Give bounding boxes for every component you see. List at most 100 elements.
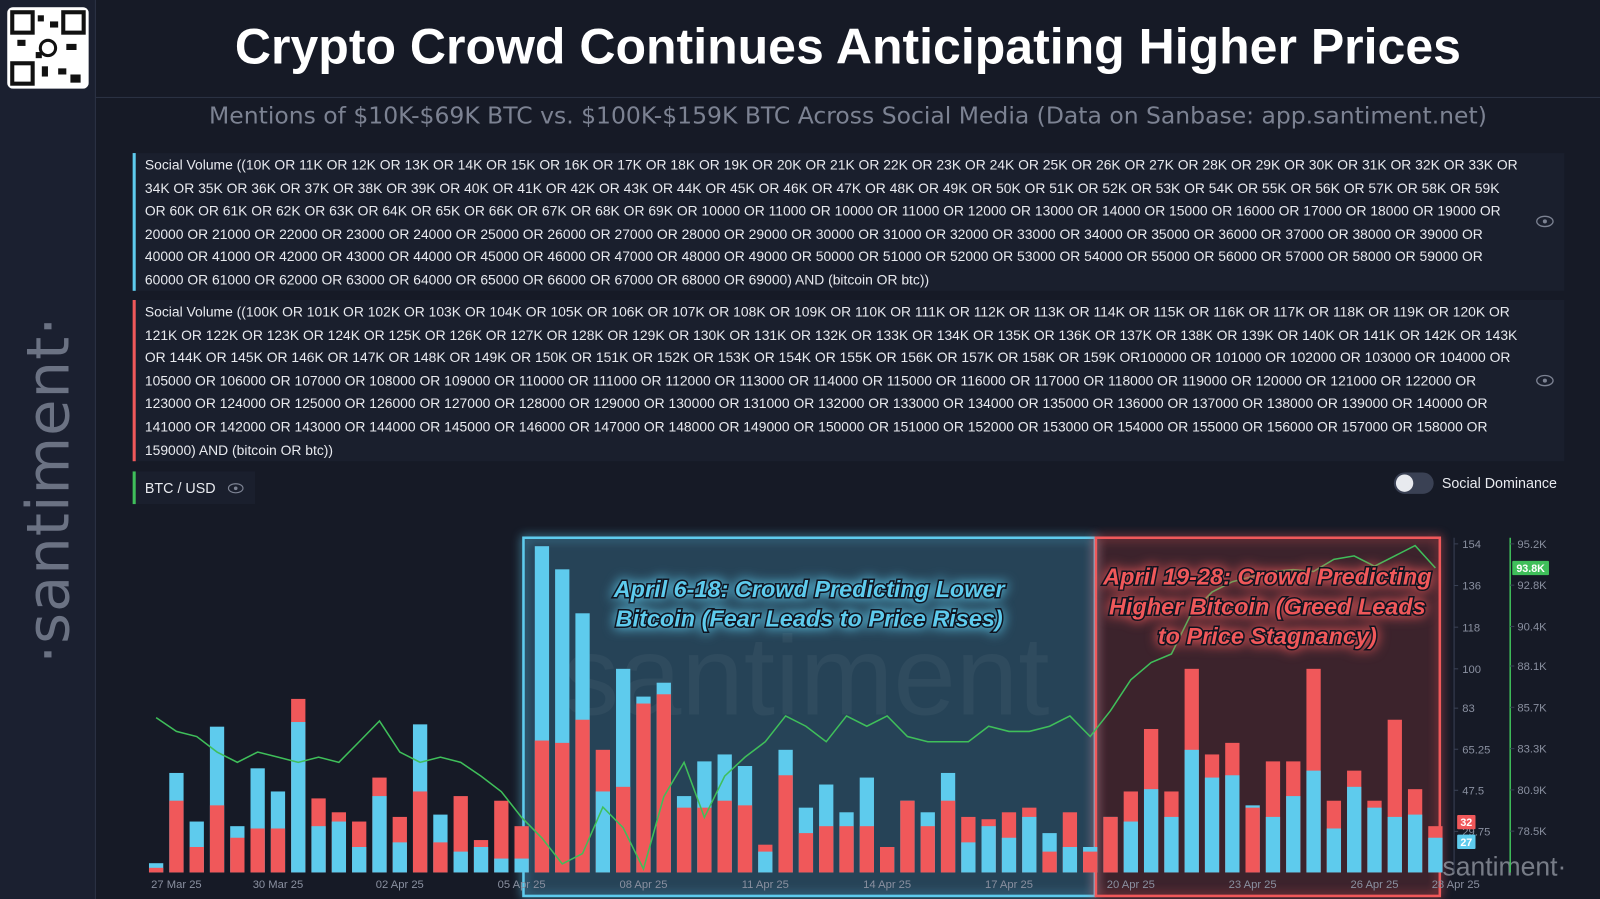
y2-tick-label: 88.1K bbox=[1517, 661, 1547, 673]
x-tick-label: 05 Apr 25 bbox=[498, 879, 546, 891]
bar bbox=[331, 821, 347, 873]
visibility-toggle[interactable] bbox=[227, 483, 244, 494]
bar bbox=[1123, 821, 1138, 873]
query-text: Social Volume ((100K OR 101K OR 102K OR … bbox=[144, 304, 1518, 458]
bar bbox=[981, 826, 996, 873]
bar bbox=[352, 846, 367, 873]
bar bbox=[494, 858, 509, 873]
bar bbox=[209, 805, 225, 873]
x-tick-label: 30 Mar 25 bbox=[253, 879, 304, 891]
y-tick-label: 154 bbox=[1462, 539, 1481, 551]
y2-tick-label: 80.9K bbox=[1517, 785, 1547, 797]
bar bbox=[494, 800, 509, 873]
bar bbox=[1204, 777, 1220, 873]
y-tick-label: 136 bbox=[1462, 581, 1481, 593]
x-tick-label: 28 Apr 25 bbox=[1432, 879, 1480, 891]
current-value-badge bbox=[1457, 814, 1476, 830]
bar bbox=[433, 842, 448, 873]
x-tick-label: 27 Mar 25 bbox=[151, 879, 202, 891]
bar bbox=[270, 828, 286, 873]
bar bbox=[1306, 770, 1321, 873]
query-metric[interactable]: Social Volume ((10K OR 11K OR 12K OR 13K… bbox=[132, 153, 1565, 291]
y2-tick-label: 95.2K bbox=[1517, 539, 1547, 551]
toggle-knob[interactable] bbox=[1395, 474, 1414, 492]
metric-label: BTC / USD bbox=[144, 479, 216, 496]
bar bbox=[1042, 851, 1057, 873]
bar bbox=[1184, 749, 1199, 873]
bar bbox=[534, 740, 550, 873]
bar bbox=[291, 722, 306, 873]
bar bbox=[717, 800, 732, 873]
price-metric[interactable]: BTC / USD bbox=[132, 471, 256, 505]
bar bbox=[1001, 837, 1017, 873]
annotation-text: Higher Bitcoin (Greed Leads bbox=[1109, 593, 1426, 619]
toggle-label: Social Dominance bbox=[1441, 474, 1557, 491]
bar bbox=[737, 805, 753, 873]
y-tick-label: 47.5 bbox=[1462, 785, 1484, 797]
y2-tick-label: 78.5K bbox=[1517, 826, 1547, 838]
sidebar: ·santiment· bbox=[0, 0, 96, 899]
annotation-text: April 6-18: Crowd Predicting Lower bbox=[613, 576, 1007, 602]
query-text: Social Volume ((10K OR 11K OR 12K OR 13K… bbox=[144, 157, 1518, 288]
bar bbox=[148, 867, 164, 873]
bar bbox=[1347, 786, 1362, 873]
annotation-text: to Price Stagnancy) bbox=[1158, 623, 1377, 649]
bar bbox=[1286, 796, 1301, 873]
qr-code bbox=[7, 7, 89, 89]
bar bbox=[1387, 816, 1402, 873]
bar bbox=[1022, 816, 1037, 873]
bar bbox=[1164, 816, 1179, 873]
x-tick-label: 17 Apr 25 bbox=[985, 879, 1033, 891]
y2-tick-label: 92.8K bbox=[1517, 580, 1547, 592]
bar bbox=[311, 826, 326, 873]
x-tick-label: 14 Apr 25 bbox=[863, 879, 911, 891]
y-tick-label: 65.25 bbox=[1462, 744, 1490, 756]
header: Crypto Crowd Continues Anticipating High… bbox=[95, 0, 1600, 98]
x-tick-label: 20 Apr 25 bbox=[1107, 879, 1155, 891]
x-tick-label: 02 Apr 25 bbox=[376, 879, 424, 891]
bar bbox=[1367, 807, 1382, 873]
current-value-label: 27 bbox=[1460, 837, 1472, 849]
annotation-text: Bitcoin (Fear Leads to Price Rises) bbox=[616, 606, 1003, 632]
bar bbox=[372, 796, 387, 873]
visibility-toggle[interactable] bbox=[1536, 215, 1554, 228]
bar bbox=[697, 807, 712, 873]
bar bbox=[595, 791, 610, 873]
watermark-corner: ·santiment· bbox=[1434, 852, 1567, 882]
bar bbox=[758, 851, 773, 873]
x-tick-label: 08 Apr 25 bbox=[619, 879, 667, 891]
bar bbox=[575, 719, 590, 873]
x-tick-label: 11 Apr 25 bbox=[742, 879, 789, 891]
brand-logo: ·santiment· bbox=[13, 315, 83, 664]
bar bbox=[555, 742, 570, 873]
bar bbox=[859, 826, 874, 873]
y-tick-label: 83 bbox=[1462, 703, 1474, 715]
bar bbox=[230, 837, 245, 873]
current-value-label: 93.8K bbox=[1516, 563, 1545, 575]
y2-tick-label: 83.3K bbox=[1517, 744, 1547, 756]
bar bbox=[453, 851, 468, 873]
bar bbox=[189, 846, 204, 873]
bar bbox=[148, 863, 164, 873]
bar bbox=[839, 826, 854, 873]
query-metric[interactable]: Social Volume ((100K OR 101K OR 102K OR … bbox=[132, 299, 1565, 462]
bar bbox=[900, 800, 915, 873]
bar bbox=[920, 826, 935, 873]
bar bbox=[676, 807, 692, 873]
bar bbox=[169, 800, 184, 873]
visibility-toggle[interactable] bbox=[1536, 374, 1554, 387]
y2-tick-label: 90.4K bbox=[1517, 622, 1547, 634]
bar bbox=[1225, 775, 1240, 873]
bar bbox=[1062, 846, 1078, 873]
bar bbox=[473, 846, 489, 873]
bar bbox=[412, 791, 428, 873]
bar bbox=[819, 826, 834, 873]
bar bbox=[616, 786, 631, 873]
bar bbox=[392, 842, 407, 873]
annotation-text: April 19-28: Crowd Predicting bbox=[1102, 564, 1431, 590]
bar bbox=[1326, 828, 1342, 873]
bar bbox=[879, 846, 895, 873]
bar bbox=[1143, 789, 1159, 873]
